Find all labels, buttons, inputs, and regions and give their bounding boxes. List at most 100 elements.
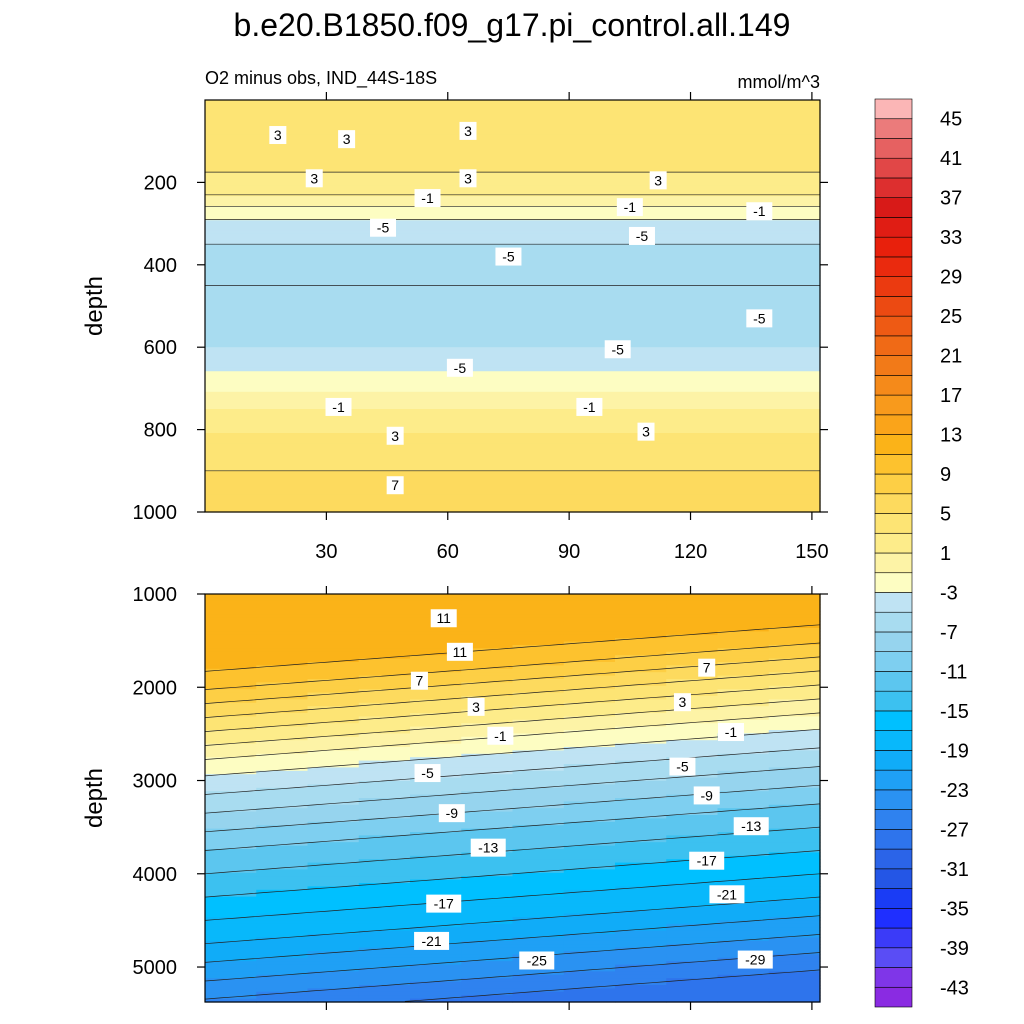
field-cell	[563, 777, 616, 782]
field-cell	[256, 889, 309, 894]
field-cell	[461, 665, 514, 670]
field-cell	[307, 733, 360, 738]
field-cell	[205, 302, 821, 307]
field-cell	[717, 753, 770, 758]
field-cell	[512, 872, 565, 877]
contour-line	[204, 934, 821, 982]
field-cell	[512, 944, 565, 949]
field-cell	[768, 794, 821, 799]
field-cell	[717, 968, 770, 972]
contour-label: 3	[386, 426, 404, 445]
field-cell	[563, 604, 616, 609]
field-cell	[358, 736, 411, 741]
field-cell	[768, 845, 821, 850]
field-cell	[256, 927, 309, 932]
field-cell	[768, 957, 821, 962]
field-cell	[512, 917, 565, 921]
field-cell	[358, 733, 411, 738]
field-cell	[461, 624, 514, 629]
field-cell	[717, 934, 770, 938]
field-cell	[768, 886, 821, 891]
field-cell	[512, 906, 565, 911]
field-cell	[358, 597, 411, 602]
field-cell	[512, 889, 565, 894]
field-cell	[205, 879, 257, 884]
field-cell	[563, 900, 616, 904]
field-cell	[410, 998, 462, 1003]
field-cell	[205, 801, 257, 806]
field-cell	[256, 764, 309, 768]
field-cell	[461, 726, 514, 731]
field-cell	[666, 689, 719, 694]
field-cell	[358, 726, 411, 731]
field-cell	[205, 275, 821, 280]
field-cell	[307, 808, 360, 813]
field-cell	[358, 617, 411, 622]
field-cell	[410, 842, 462, 847]
contour-label-text: -5	[502, 249, 515, 265]
field-cell	[768, 828, 821, 833]
field-cell	[307, 645, 360, 649]
colorbar-label: -35	[940, 898, 969, 920]
contour-label: 3	[673, 693, 691, 712]
field-cell	[307, 699, 360, 704]
field-cell	[307, 866, 360, 870]
field-cell	[205, 614, 257, 619]
field-cell	[615, 845, 667, 850]
figure-title: b.e20.B1850.f09_g17.pi_control.all.149	[234, 7, 791, 43]
field-cell	[205, 747, 257, 751]
field-cell	[563, 665, 616, 670]
field-cell	[461, 991, 514, 996]
colorbar-swatch	[874, 98, 913, 120]
field-cell	[615, 985, 667, 989]
field-cell	[358, 781, 411, 785]
field-cell	[256, 747, 309, 751]
field-cell	[205, 165, 821, 170]
field-cell	[256, 998, 309, 1003]
field-cell	[563, 689, 616, 694]
field-cell	[205, 883, 257, 887]
field-cell	[768, 662, 821, 666]
field-cell	[205, 439, 821, 444]
field-cell	[512, 974, 565, 979]
field-cell	[410, 682, 462, 687]
field-cell	[615, 818, 667, 823]
field-cell	[358, 876, 411, 881]
field-cell	[615, 930, 667, 935]
field-cell	[205, 285, 821, 290]
field-cell	[205, 825, 257, 830]
field-cell	[358, 845, 411, 850]
field-cell	[615, 716, 667, 721]
field-cell	[410, 628, 462, 632]
field-cell	[461, 835, 514, 840]
field-cell	[717, 937, 770, 942]
field-cell	[461, 944, 514, 949]
field-cell	[461, 699, 514, 704]
field-cell	[666, 709, 719, 714]
field-cell	[717, 852, 770, 857]
field-cell	[768, 736, 821, 741]
field-cell	[563, 825, 616, 830]
field-cell	[256, 736, 309, 741]
field-cell	[461, 774, 514, 779]
field-cell	[307, 638, 360, 643]
field-cell	[205, 371, 821, 376]
field-cell	[410, 655, 462, 660]
field-cell	[307, 736, 360, 741]
field-cell	[256, 621, 309, 626]
field-cell	[768, 696, 821, 700]
field-cell	[256, 675, 309, 680]
field-cell	[717, 835, 770, 840]
contour-line	[204, 624, 821, 672]
field-cell	[307, 648, 360, 653]
contour-label-bg	[576, 397, 603, 416]
field-cell	[410, 954, 462, 959]
field-cell	[717, 883, 770, 887]
field-cell	[307, 760, 360, 765]
field-cell	[256, 944, 309, 949]
field-cell	[307, 665, 360, 670]
colorbar-swatch	[874, 868, 913, 889]
field-cell	[410, 991, 462, 996]
colorbar-swatch	[874, 454, 913, 475]
contour-label-text: 7	[703, 660, 711, 676]
